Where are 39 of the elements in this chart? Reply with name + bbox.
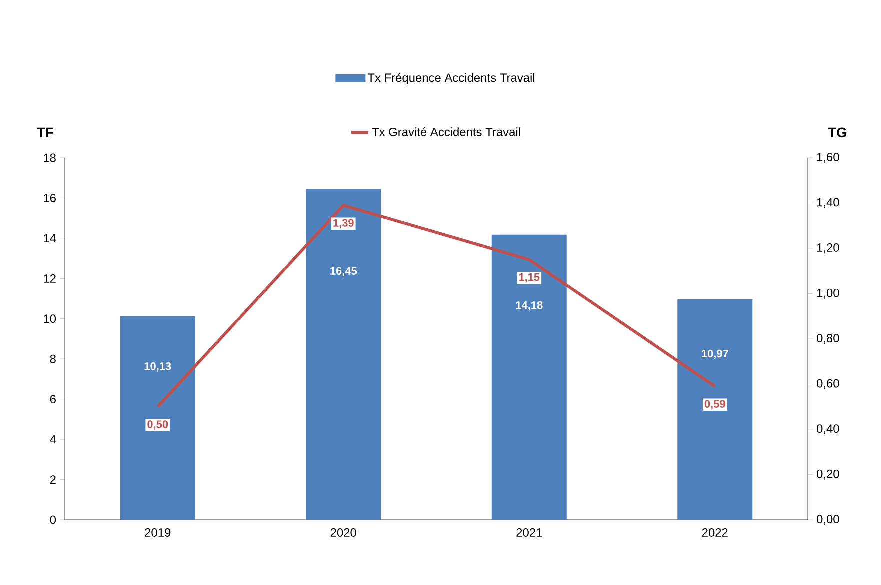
bar [120,316,196,520]
y-tick-label: 14 [44,234,56,243]
y2-tick-label: 0,20 [816,470,840,480]
data-label: 1,39 [334,219,354,229]
y-tick-label: 12 [44,274,56,283]
bar [678,299,753,520]
y-tick-label: 18 [44,154,56,162]
bar [306,189,382,520]
data-label: 14,18 [516,301,543,311]
y-tick-label: 16 [44,194,56,202]
y2-tick-label: 0,60 [816,379,840,390]
y-tick-label: 8 [50,354,56,364]
y2-tick-label: 0,40 [816,424,840,434]
x-tick-label: 2020 [330,528,356,537]
y-tick-label: 4 [50,435,56,444]
y-tick-label: 6 [50,395,56,404]
y2-tick-label: 0,00 [816,515,840,525]
y2-axis-title: TG [828,128,847,138]
x-tick-label: 2019 [145,528,171,537]
x-tick-label: 2021 [516,528,542,537]
data-label: 10,13 [144,362,172,372]
data-label: 0,59 [704,400,726,410]
x-tick-label: 2022 [702,528,728,537]
y2-tick-label: 1,40 [817,198,840,208]
bar [492,234,567,520]
y2-tick-label: 1,20 [817,244,840,254]
y2-tick-label: 1,00 [817,288,840,299]
data-label: 1,15 [519,274,540,283]
y2-tick-label: 0,80 [816,334,840,344]
legend-label: Tx Gravité Accidents Travail [372,128,520,136]
y-axis-title: TF [37,128,54,138]
data-label: 0,50 [148,420,168,430]
y-tick-label: 0 [50,516,56,524]
y-tick-label: 10 [44,314,56,324]
legend-label: Tx Fréquence Accidents Travail [368,73,535,84]
data-label: 10,97 [702,350,728,360]
data-label: 16,45 [330,267,358,277]
y2-tick-label: 1,60 [817,153,840,163]
y-tick-label: 2 [50,476,56,484]
